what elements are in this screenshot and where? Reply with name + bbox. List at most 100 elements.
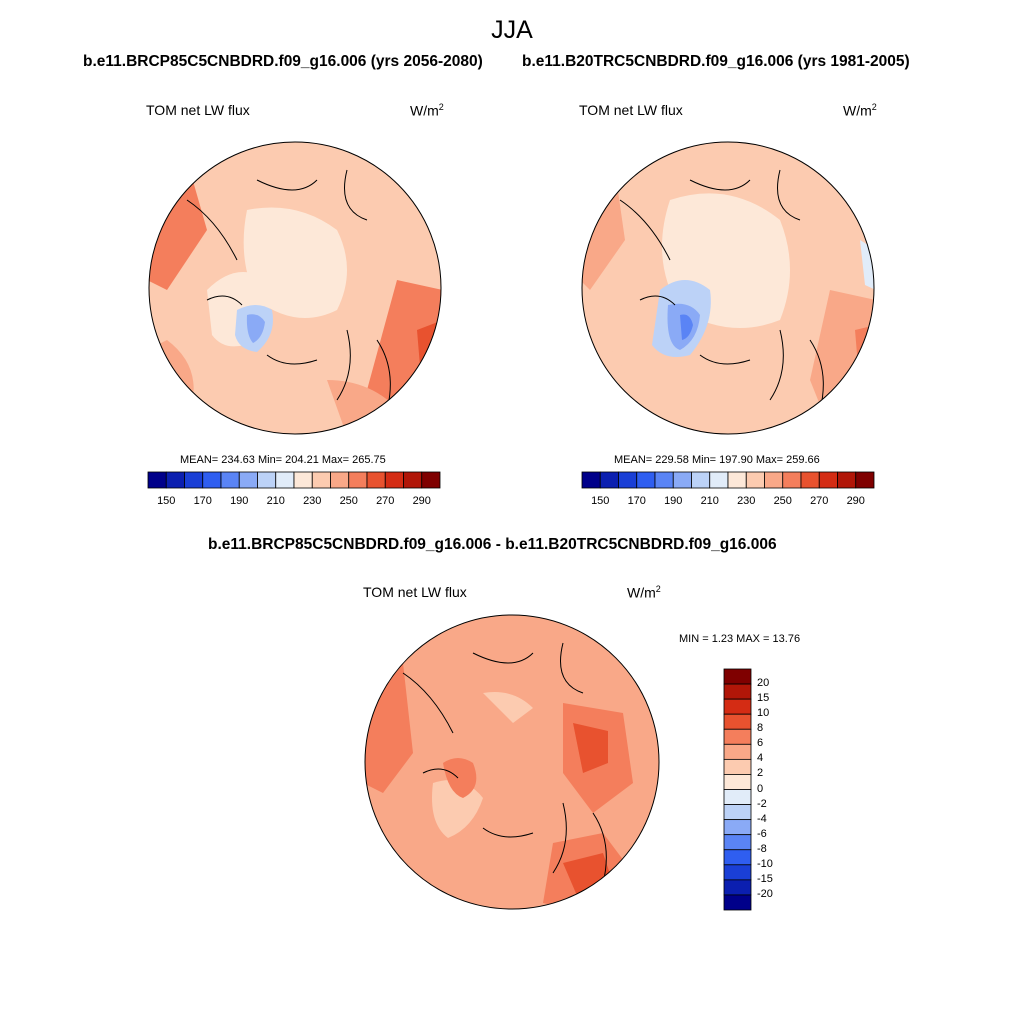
colorbar-swatch — [421, 471, 441, 489]
colorbar-swatch — [723, 864, 752, 881]
left-colorbar — [147, 471, 441, 489]
colorbar-tick-label: 190 — [664, 495, 683, 507]
colorbar-swatch — [800, 471, 820, 489]
colorbar-swatch — [723, 743, 752, 760]
colorbar-swatch — [257, 471, 277, 489]
diff-units-label: W/m2 — [627, 584, 661, 601]
left-panel-title: b.e11.BRCP85C5CNBDRD.f09_g16.006 (yrs 20… — [83, 53, 483, 70]
colorbar-swatch — [723, 728, 752, 745]
colorbar-swatch — [366, 471, 386, 489]
colorbar-swatch — [165, 471, 185, 489]
colorbar-tick-label: 150 — [591, 495, 610, 507]
mild-region-fill — [483, 692, 533, 723]
diff-colorbar-labels: 20 15 10 8 6 4 2 0 -2 -4 -6 -8 -10 -15 -20 — [757, 669, 797, 910]
colorbar-tick-label: 230 — [737, 495, 756, 507]
left-units-label: W/m2 — [410, 102, 444, 119]
colorbar-tick-label: 270 — [810, 495, 829, 507]
colorbar-tick-label: 0 — [757, 782, 764, 795]
colorbar-swatch — [727, 471, 747, 489]
left-colorbar-labels: 150 170 190 210 230 250 270 290 — [148, 495, 440, 509]
colorbar-swatch — [837, 471, 857, 489]
colorbar-swatch — [184, 471, 204, 489]
colorbar-tick-label: 10 — [757, 707, 770, 720]
left-polar-map — [148, 141, 442, 435]
colorbar-tick-label: 270 — [376, 495, 395, 507]
colorbar-tick-label: 4 — [757, 752, 764, 765]
colorbar-swatch — [723, 758, 752, 775]
warm-region-fill — [443, 758, 477, 798]
colorbar-swatch — [723, 698, 752, 715]
hot-region-fill — [855, 325, 874, 390]
colorbar-swatch — [723, 834, 752, 851]
left-stats: MEAN= 234.63 Min= 204.21 Max= 265.75 — [180, 454, 386, 466]
right-colorbar-labels: 150 170 190 210 230 250 270 290 — [582, 495, 874, 509]
hot-region-fill — [573, 723, 608, 773]
colorbar-swatch — [348, 471, 368, 489]
colorbar-tick-label: 15 — [757, 692, 770, 705]
colorbar-swatch — [238, 471, 258, 489]
colorbar-swatch — [723, 819, 752, 836]
colorbar-swatch — [202, 471, 222, 489]
colorbar-tick-label: 6 — [757, 737, 764, 750]
colorbar-swatch — [723, 849, 752, 866]
colorbar-tick-label: 2 — [757, 767, 764, 780]
greenland-cool-fill — [680, 314, 693, 340]
mild-region-fill — [432, 780, 483, 838]
colorbar-tick-label: 190 — [230, 495, 249, 507]
colorbar-tick-label: 250 — [339, 495, 358, 507]
diff-colorbar — [723, 668, 752, 911]
colorbar-swatch — [147, 471, 167, 489]
colorbar-tick-label: 170 — [627, 495, 646, 507]
colorbar-swatch — [723, 774, 752, 790]
colorbar-swatch — [723, 804, 752, 821]
colorbar-tick-label: 290 — [846, 495, 865, 507]
colorbar-tick-label: 210 — [700, 495, 719, 507]
right-polar-map — [581, 141, 875, 435]
colorbar-swatch — [818, 471, 838, 489]
colorbar-swatch — [723, 683, 752, 700]
colorbar-swatch — [709, 471, 729, 489]
right-variable-label: TOM net LW flux — [579, 102, 683, 118]
left-variable-label: TOM net LW flux — [146, 102, 250, 118]
colorbar-swatch — [581, 471, 601, 489]
colorbar-swatch — [723, 879, 752, 896]
coastline-path — [402, 642, 607, 884]
colorbar-tick-label: -10 — [757, 857, 773, 870]
colorbar-tick-label: 20 — [757, 677, 770, 690]
hot-region-fill — [417, 320, 441, 390]
colorbar-swatch — [599, 471, 619, 489]
colorbar-swatch — [855, 471, 875, 489]
colorbar-swatch — [745, 471, 765, 489]
colorbar-tick-label: 250 — [773, 495, 792, 507]
colorbar-tick-label: -20 — [757, 887, 773, 900]
colorbar-tick-label: 8 — [757, 722, 764, 735]
diff-variable-label: TOM net LW flux — [363, 584, 467, 600]
greenland-cool-fill — [246, 314, 265, 343]
map-border — [364, 614, 660, 910]
colorbar-swatch — [723, 789, 752, 805]
colorbar-swatch — [311, 471, 331, 489]
colorbar-swatch — [293, 471, 313, 489]
right-stats: MEAN= 229.58 Min= 197.90 Max= 259.66 — [614, 454, 820, 466]
colorbar-swatch — [764, 471, 784, 489]
colorbar-swatch — [636, 471, 656, 489]
colorbar-swatch — [403, 471, 423, 489]
right-colorbar — [581, 471, 875, 489]
colorbar-swatch — [672, 471, 692, 489]
colorbar-swatch — [275, 471, 295, 489]
diff-polar-map — [364, 614, 660, 910]
colorbar-swatch — [691, 471, 711, 489]
colorbar-swatch — [654, 471, 674, 489]
season-title: JJA — [491, 16, 533, 44]
colorbar-swatch — [220, 471, 240, 489]
colorbar-tick-label: 150 — [157, 495, 176, 507]
difference-panel-title: b.e11.BRCP85C5CNBDRD.f09_g16.006 - b.e11… — [208, 536, 777, 553]
colorbar-swatch — [618, 471, 638, 489]
coastline-path — [186, 169, 391, 411]
diff-stats: MIN = 1.23 MAX = 13.76 — [679, 633, 801, 645]
colorbar-tick-label: 230 — [303, 495, 322, 507]
colorbar-swatch — [384, 471, 404, 489]
colorbar-tick-label: -4 — [757, 812, 767, 825]
right-units-label: W/m2 — [843, 102, 877, 119]
colorbar-tick-label: 170 — [193, 495, 212, 507]
